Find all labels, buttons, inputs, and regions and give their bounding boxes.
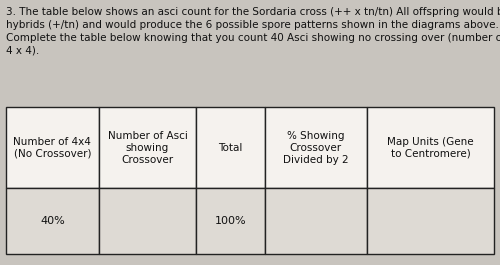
- Bar: [367, 188, 494, 254]
- Bar: [264, 188, 367, 254]
- Bar: [6, 188, 98, 254]
- Text: Total: Total: [218, 143, 242, 153]
- Text: % Showing
Crossover
Divided by 2: % Showing Crossover Divided by 2: [283, 131, 348, 165]
- Bar: [196, 188, 264, 254]
- Text: Map Units (Gene
to Centromere): Map Units (Gene to Centromere): [387, 137, 474, 159]
- Bar: [98, 188, 196, 254]
- Bar: [196, 107, 264, 188]
- Bar: [6, 107, 98, 188]
- Text: 40%: 40%: [40, 216, 64, 226]
- Bar: [367, 107, 494, 188]
- Bar: [264, 107, 367, 188]
- Text: 3. The table below shows an asci count for the Sordaria cross (++ x tn/tn) All o: 3. The table below shows an asci count f…: [6, 7, 500, 56]
- Text: 100%: 100%: [214, 216, 246, 226]
- Text: Number of Asci
showing
Crossover: Number of Asci showing Crossover: [108, 131, 188, 165]
- Text: Number of 4x4
(No Crossover): Number of 4x4 (No Crossover): [14, 137, 92, 159]
- Bar: [98, 107, 196, 188]
